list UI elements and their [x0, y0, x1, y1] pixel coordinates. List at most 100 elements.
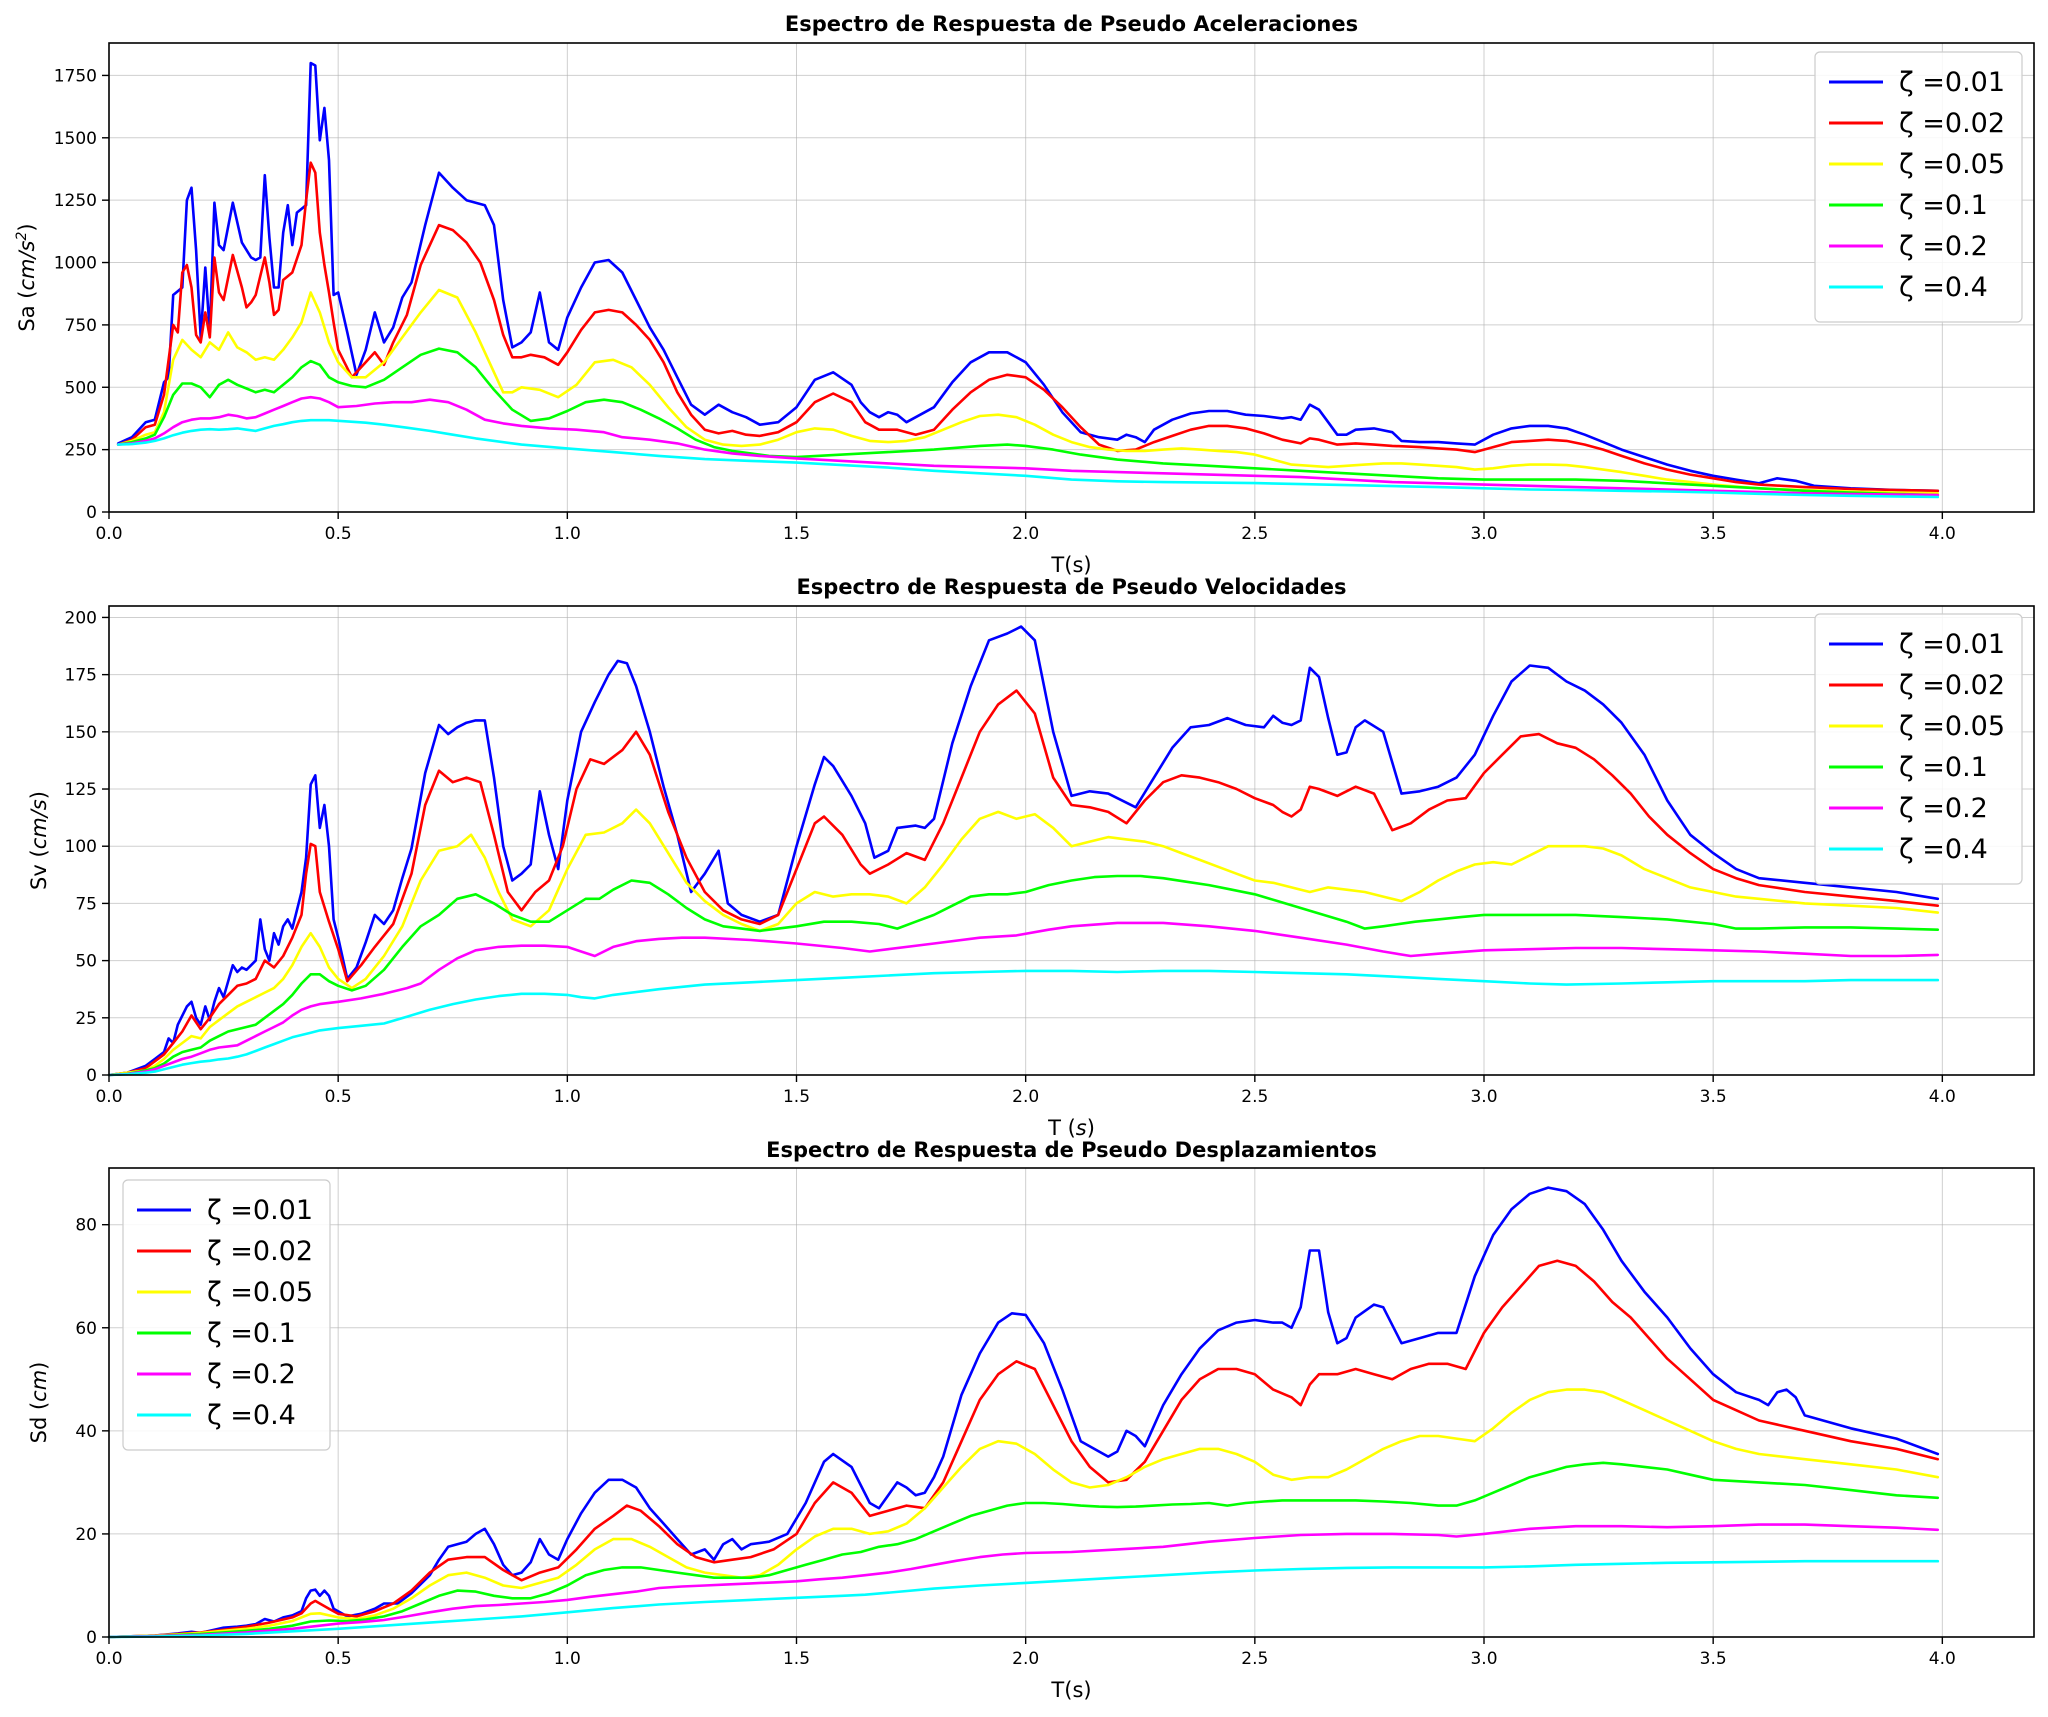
- legend-label: ζ =0.1: [1899, 190, 1988, 221]
- y-tick-label: 1000: [54, 254, 97, 274]
- x-tick-label: 2.0: [1012, 1087, 1039, 1107]
- x-tick-label: 4.0: [1929, 524, 1956, 544]
- y-tick-label: 500: [65, 378, 97, 398]
- x-tick-label: 3.0: [1470, 1087, 1497, 1107]
- series-line-3: [107, 1388, 1940, 1639]
- x-tick-label: 3.0: [1470, 1649, 1497, 1669]
- series-line-2: [107, 1259, 1940, 1639]
- legend: ζ =0.01 ζ =0.02 ζ =0.05 ζ =0.1 ζ =0.2 ζ =0.4: [122, 1179, 331, 1451]
- x-tick-label: 0.5: [325, 1087, 352, 1107]
- y-tick-label: 0: [86, 503, 97, 523]
- x-tick-label: 3.5: [1700, 1087, 1727, 1107]
- y-tick-label: 100: [65, 837, 97, 857]
- y-tick-label: 25: [75, 1009, 97, 1029]
- legend-label: ζ =0.4: [1899, 834, 1988, 865]
- x-tick-label: 1.5: [783, 1087, 810, 1107]
- legend-label: ζ =0.05: [207, 1277, 313, 1308]
- plot-frame: [108, 42, 2035, 513]
- legend-label: ζ =0.1: [207, 1318, 296, 1349]
- series-line-6: [107, 969, 1940, 1077]
- x-tick-label: 4.0: [1929, 1649, 1956, 1669]
- y-tick-label: 175: [65, 666, 97, 686]
- y-tick-label: 1750: [54, 66, 97, 86]
- y-tick-label: 20: [75, 1525, 97, 1545]
- y-tick-label: 150: [65, 723, 97, 743]
- chart-title: Espectro de Respuesta de Pseudo Velocida…: [796, 575, 1346, 599]
- chart-panel-2: 0.0 0.5 1.0 1.5 2.0 2.5 3.0 3.5 4.0 0 25 50 75 100 125…: [27, 575, 2035, 1140]
- y-tick-label: 0: [86, 1066, 97, 1086]
- chart-panel-3: 0.0 0.5 1.0 1.5 2.0 2.5 3.0 3.5 4.0 0 20 40 60 80 Espe…: [27, 1138, 2035, 1702]
- x-tick-label: 2.5: [1241, 1649, 1268, 1669]
- series-line-4: [107, 874, 1940, 1077]
- legend-box: [1814, 613, 2023, 885]
- x-tick-label: 2.0: [1012, 524, 1039, 544]
- series-line-4: [107, 1461, 1940, 1639]
- y-tick-label: 1250: [54, 191, 97, 211]
- y-tick-label: 250: [65, 441, 97, 461]
- x-tick-label: 1.0: [554, 524, 581, 544]
- legend-box: [122, 1179, 331, 1451]
- x-tick-label: 3.5: [1700, 1649, 1727, 1669]
- series-line-5: [107, 1523, 1940, 1639]
- legend-label: ζ =0.2: [1899, 793, 1988, 824]
- legend-label: ζ =0.4: [207, 1400, 296, 1431]
- series-line-1: [107, 625, 1940, 1077]
- legend-label: ζ =0.02: [1899, 670, 2005, 701]
- x-tick-label: 1.0: [554, 1087, 581, 1107]
- x-tick-label: 0.5: [325, 524, 352, 544]
- legend: ζ =0.01 ζ =0.02 ζ =0.05 ζ =0.1 ζ =0.2 ζ =0.4: [1814, 613, 2023, 885]
- y-tick-label: 750: [65, 316, 97, 336]
- legend-label: ζ =0.2: [207, 1359, 296, 1390]
- x-tick-label: 1.5: [783, 524, 810, 544]
- x-axis-label: T(s): [1050, 553, 1091, 577]
- x-tick-label: 0.5: [325, 1649, 352, 1669]
- y-axis-label: Sv (cm/s): [27, 791, 51, 890]
- y-tick-label: 60: [75, 1319, 97, 1339]
- series-line-2: [107, 689, 1940, 1077]
- series-line-4: [116, 347, 1940, 497]
- series-line-6: [116, 418, 1940, 499]
- legend-box: [1814, 51, 2023, 323]
- x-tick-label: 0.0: [95, 1087, 122, 1107]
- x-axis-label: T (s): [1047, 1116, 1095, 1140]
- legend-label: ζ =0.05: [1899, 149, 2005, 180]
- legend-label: ζ =0.02: [207, 1236, 313, 1267]
- x-tick-label: 1.5: [783, 1649, 810, 1669]
- y-tick-label: 1500: [54, 129, 97, 149]
- legend-label: ζ =0.2: [1899, 231, 1988, 262]
- legend-label: ζ =0.4: [1899, 272, 1988, 303]
- plot-frame: [108, 605, 2035, 1076]
- y-tick-label: 200: [65, 608, 97, 628]
- series-line-2: [116, 161, 1940, 493]
- x-tick-label: 2.5: [1241, 524, 1268, 544]
- x-tick-label: 4.0: [1929, 1087, 1956, 1107]
- legend-label: ζ =0.05: [1899, 711, 2005, 742]
- chart-title: Espectro de Respuesta de Pseudo Acelerac…: [785, 12, 1358, 36]
- y-tick-label: 50: [75, 952, 97, 972]
- y-axis-label: Sd (cm): [27, 1362, 51, 1444]
- x-tick-label: 1.0: [554, 1649, 581, 1669]
- x-tick-label: 3.0: [1470, 524, 1497, 544]
- x-tick-label: 0.0: [95, 1649, 122, 1669]
- series-line-1: [107, 1186, 1940, 1639]
- legend: ζ =0.01 ζ =0.02 ζ =0.05 ζ =0.1 ζ =0.2 ζ =0.4: [1814, 51, 2023, 323]
- x-tick-label: 3.5: [1700, 524, 1727, 544]
- x-tick-label: 2.5: [1241, 1087, 1268, 1107]
- series-line-5: [107, 921, 1940, 1077]
- series-line-6: [107, 1559, 1940, 1639]
- series-line-3: [116, 288, 1940, 495]
- chart-title: Espectro de Respuesta de Pseudo Desplaza…: [766, 1138, 1377, 1162]
- series-line-5: [116, 395, 1940, 497]
- y-tick-label: 125: [65, 780, 97, 800]
- legend-label: ζ =0.01: [207, 1195, 313, 1226]
- y-tick-label: 40: [75, 1422, 97, 1442]
- x-tick-label: 2.0: [1012, 1649, 1039, 1669]
- plot-frame: [108, 1167, 2035, 1638]
- x-tick-label: 0.0: [95, 524, 122, 544]
- chart-panel-1: 0.0 0.5 1.0 1.5 2.0 2.5 3.0 3.5 4.0 0 250 500 750 100…: [14, 12, 2035, 577]
- legend-label: ζ =0.01: [1899, 629, 2005, 660]
- y-tick-label: 0: [86, 1628, 97, 1648]
- x-axis-label: T(s): [1050, 1678, 1091, 1702]
